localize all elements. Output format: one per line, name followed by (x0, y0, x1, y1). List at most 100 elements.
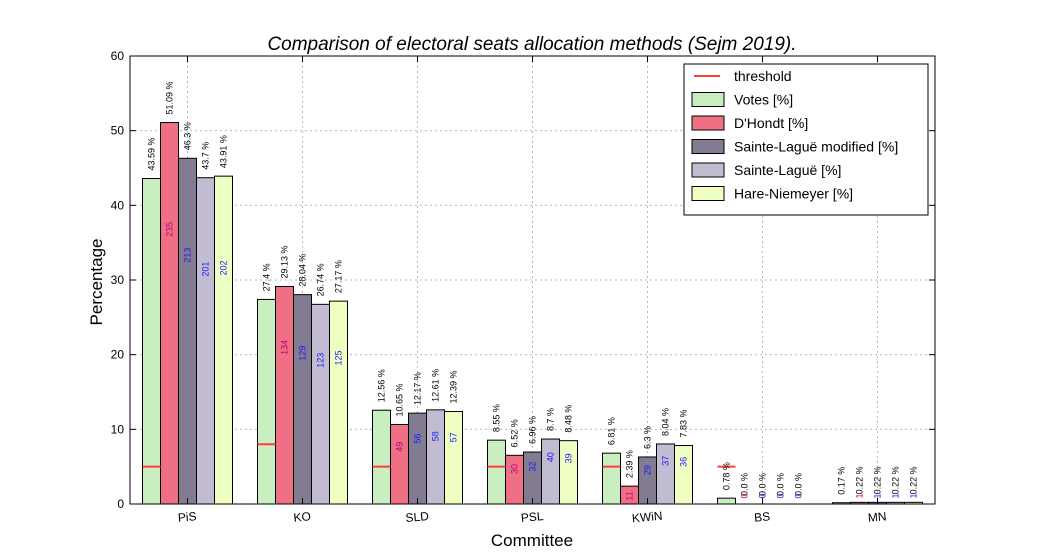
y-tick-label: 20 (111, 348, 125, 362)
legend-entry: Sainte-Laguë [%] (734, 162, 841, 178)
seat-count-label: 1 (855, 493, 865, 498)
bar (602, 452, 621, 505)
seat-count-label: 29 (643, 465, 653, 475)
bar (329, 300, 348, 505)
x-axis: PiS KO SLD PSL KWiN BS MN (177, 56, 887, 525)
bar-value-label: 12.61 % (431, 369, 441, 402)
y-tick-label: 50 (111, 124, 125, 138)
seat-count-label: 56 (413, 434, 423, 444)
bar (656, 443, 675, 505)
x-tick-label: MN (867, 509, 887, 525)
x-tick-label: KWiN (631, 509, 663, 526)
bar (311, 303, 330, 505)
bar (426, 409, 445, 505)
bar-value-label: 0.0 % (758, 473, 768, 496)
seat-count-label: 0 (794, 493, 804, 498)
bar (487, 439, 506, 505)
bar-value-label: 27.4 % (262, 263, 272, 291)
bar-value-label: 0.0 % (794, 473, 804, 496)
bar-value-label: 26.74 % (316, 263, 326, 296)
seat-count-label: 134 (280, 340, 290, 355)
bar-value-label: 10.65 % (395, 383, 405, 416)
seat-count-label: 0 (758, 493, 768, 498)
x-axis-label: Committee (491, 531, 573, 550)
bar-value-label: 0.0 % (776, 473, 786, 496)
bar-value-label: 27.17 % (334, 260, 344, 293)
y-tick-label: 0 (117, 497, 124, 511)
bar-value-label: 0.22 % (873, 466, 883, 494)
bar-value-label: 0.22 % (891, 466, 901, 494)
bar-value-label: 0.78 % (722, 462, 732, 490)
bar (638, 456, 657, 505)
chart-title: Comparison of electoral seats allocation… (267, 34, 796, 55)
seat-count-label: 201 (201, 262, 211, 277)
bar-value-label: 8.48 % (564, 405, 574, 433)
bar-value-label: 12.39 % (449, 370, 459, 403)
x-tick-label: KO (293, 509, 311, 524)
bars (142, 122, 923, 505)
legend-entry: D'Hondt [%] (734, 115, 808, 131)
bar (390, 423, 409, 505)
seat-count-label: 37 (661, 456, 671, 466)
seat-count-label: 30 (510, 464, 520, 474)
bar-value-label: 0.22 % (855, 466, 865, 494)
seat-count-label: 125 (334, 350, 344, 365)
bar-labels: 43.59 % 27.4 % 12.56 % 8.55 % 6.81 % 0.78 % 0.… (147, 81, 919, 500)
x-tick-label: PiS (177, 509, 197, 525)
legend-entry: Hare-Niemeyer [%] (734, 186, 853, 202)
legend-swatch (691, 115, 725, 131)
legend-entry: Sainte-Laguë modified [%] (734, 139, 898, 155)
bar (257, 298, 276, 505)
bar-value-label: 2.39 % (625, 450, 635, 478)
seat-count-label: 1 (873, 493, 883, 498)
legend-swatch (691, 139, 725, 154)
bar (444, 410, 463, 505)
seat-count-label: 0 (740, 493, 750, 498)
seat-count-label: 129 (298, 346, 308, 361)
bar-value-label: 12.17 % (413, 372, 423, 405)
bar-value-label: 6.52 % (510, 419, 520, 447)
seat-count-label: 58 (431, 431, 441, 441)
bar (275, 285, 294, 505)
bar-value-label: 0.17 % (837, 467, 847, 495)
bar (196, 177, 215, 505)
seat-count-label: 213 (183, 248, 193, 263)
legend-entry: threshold (734, 68, 792, 84)
seat-count-label: 1 (891, 493, 901, 498)
bar-value-label: 8.7 % (546, 408, 556, 431)
bar (372, 409, 391, 505)
bar (523, 451, 542, 505)
seat-count-label: 39 (564, 453, 574, 463)
bar (160, 122, 179, 505)
legend-swatch (691, 186, 725, 201)
bar-value-label: 0.22 % (909, 466, 919, 494)
bar-value-label: 8.55 % (492, 404, 502, 432)
x-tick-label: SLD (405, 509, 430, 525)
legend-swatch (691, 162, 725, 178)
y-tick-label: 30 (111, 273, 125, 287)
seat-count-label: 32 (528, 462, 538, 472)
seat-count-label: 11 (625, 491, 635, 500)
legend: threshold Votes [%] D'Hondt [%] Sainte-Lagu… (683, 63, 929, 216)
seat-count-label: 57 (449, 432, 459, 442)
bar-value-label: 12.56 % (377, 369, 387, 402)
seat-count-label: 202 (219, 260, 229, 275)
bar (408, 412, 427, 505)
x-tick-label: PSL (520, 509, 544, 525)
bar-value-label: 43.7 % (201, 142, 211, 170)
bar (178, 157, 197, 505)
bar (717, 497, 736, 505)
bar (674, 445, 693, 505)
bar-value-label: 7.83 % (679, 410, 689, 438)
legend-entry: Votes [%] (734, 92, 793, 108)
bar-value-label: 46.3 % (183, 122, 193, 150)
bar-value-label: 43.91 % (219, 135, 229, 168)
seat-count-label: 49 (395, 442, 405, 452)
seat-count-label: 0 (776, 493, 786, 498)
seat-count-label: 1 (909, 493, 919, 498)
bar-value-label: 51.09 % (165, 81, 175, 114)
y-tick-label: 60 (111, 49, 125, 63)
bar-value-label: 6.96 % (528, 416, 538, 444)
